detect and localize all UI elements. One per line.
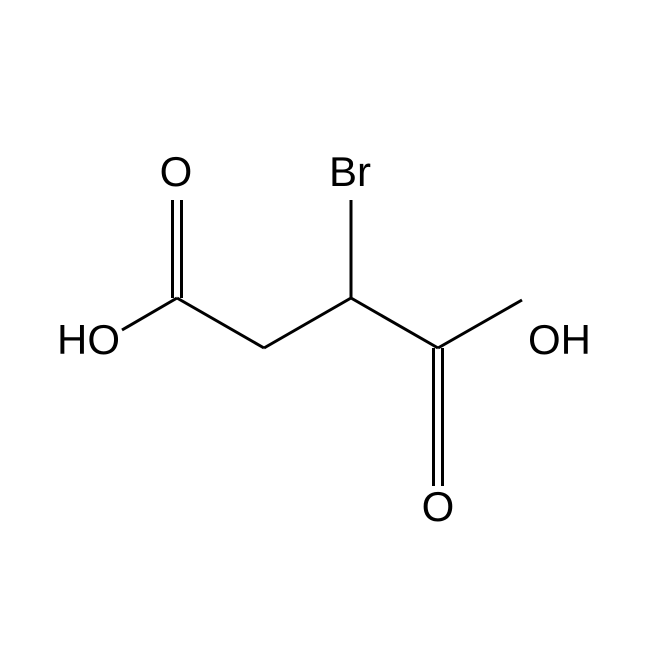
atom-label-O_topL: O: [160, 148, 193, 195]
bond-C3-C4: [351, 298, 438, 348]
bond-C1=O: [173, 200, 182, 298]
bond-C4=O: [434, 348, 443, 486]
bond-C1-C2: [177, 298, 264, 348]
bond-HO-C1: [122, 298, 177, 330]
bond-C2-C3: [264, 298, 351, 348]
bond-C4-OH: [438, 300, 522, 348]
atom-label-OH_right: OH: [528, 316, 591, 363]
molecule-structure: HO O Br OH O: [0, 0, 650, 650]
atom-label-HO_left: HO: [57, 316, 120, 363]
atom-label-O_botR: O: [422, 483, 455, 530]
atom-label-Br: Br: [329, 148, 371, 195]
